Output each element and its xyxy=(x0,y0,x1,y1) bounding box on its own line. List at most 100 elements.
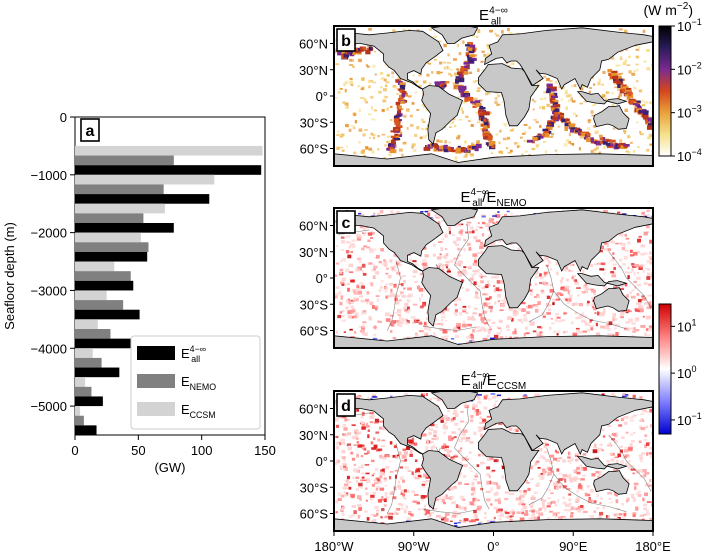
continent-eurasia xyxy=(484,27,653,90)
field-cell xyxy=(552,302,555,306)
field-cell xyxy=(490,152,494,155)
field-cell xyxy=(462,429,468,433)
ridge-cell xyxy=(560,116,564,119)
field-cell xyxy=(335,286,340,289)
field-cell xyxy=(452,416,456,420)
field-cell xyxy=(453,436,457,439)
field-cell xyxy=(491,469,496,472)
field-cell xyxy=(383,498,387,503)
field-cell xyxy=(363,448,367,451)
field-cell-blue xyxy=(489,520,495,523)
field-cell xyxy=(640,458,643,463)
field-cell xyxy=(446,65,449,70)
ridge-cell xyxy=(618,75,622,80)
field-cell xyxy=(623,415,629,420)
field-cell xyxy=(647,283,653,287)
field-cell xyxy=(582,510,588,514)
field-cell xyxy=(357,84,360,88)
y-tick-label-2: −2000 xyxy=(30,226,67,241)
field-cell xyxy=(447,67,450,70)
field-cell xyxy=(472,312,477,315)
field-cell xyxy=(605,91,610,94)
field-cell xyxy=(642,270,645,273)
field-cell xyxy=(557,295,560,299)
field-cell xyxy=(543,442,549,445)
field-cell xyxy=(422,480,427,483)
field-cell xyxy=(642,474,647,478)
field-cell xyxy=(601,83,604,86)
field-cell xyxy=(646,48,650,52)
field-cell xyxy=(461,456,467,461)
field-cell xyxy=(457,449,462,453)
ridge-cell xyxy=(643,111,649,117)
field-cell xyxy=(362,479,367,482)
field-cell xyxy=(352,299,356,301)
field-cell xyxy=(389,321,394,325)
field-cell xyxy=(528,126,531,130)
field-cell xyxy=(447,274,453,277)
ridge-cell xyxy=(393,130,400,133)
field-cell xyxy=(384,84,388,87)
field-cell xyxy=(350,451,353,455)
field-cell xyxy=(373,514,378,517)
field-cell xyxy=(454,413,459,417)
field-cell xyxy=(495,133,499,136)
field-cell xyxy=(471,337,474,341)
field-cell xyxy=(362,321,367,324)
field-cell xyxy=(454,262,459,267)
field-cell xyxy=(483,328,487,332)
field-cell xyxy=(471,318,476,321)
field-cell xyxy=(341,257,347,262)
ridge-cell xyxy=(459,85,467,91)
field-cell xyxy=(582,474,586,477)
field-cell xyxy=(458,118,463,121)
field-cell xyxy=(477,29,481,34)
field-cell xyxy=(361,332,365,335)
field-cell xyxy=(341,449,346,454)
field-cell xyxy=(596,450,600,453)
field-cell xyxy=(403,114,407,118)
field-cell xyxy=(490,241,496,246)
field-cell xyxy=(452,118,456,121)
field-cell xyxy=(644,101,649,104)
field-cell xyxy=(358,507,362,511)
field-cell xyxy=(366,450,370,454)
field-cell xyxy=(475,228,479,231)
field-cell xyxy=(564,287,570,292)
field-cell xyxy=(344,480,349,482)
field-cell xyxy=(628,55,631,59)
field-cell xyxy=(535,304,539,308)
field-cell xyxy=(638,469,644,473)
field-cell xyxy=(633,280,637,284)
field-cell xyxy=(441,315,446,319)
field-cell xyxy=(623,327,629,331)
field-cell xyxy=(533,516,538,521)
field-cell xyxy=(357,235,363,239)
field-cell xyxy=(394,86,398,89)
field-cell xyxy=(384,144,387,147)
field-cell xyxy=(457,260,463,265)
field-cell xyxy=(638,308,644,313)
field-cell xyxy=(529,289,533,292)
field-cell xyxy=(444,306,447,311)
field-cell xyxy=(354,120,358,124)
field-cell xyxy=(356,236,362,241)
field-cell xyxy=(366,45,371,47)
field-cell xyxy=(425,511,430,515)
field-cell xyxy=(529,283,532,286)
field-cell xyxy=(442,256,446,258)
field-cell xyxy=(381,508,385,512)
field-cell xyxy=(361,444,365,447)
field-cell xyxy=(561,86,565,90)
field-cell xyxy=(619,258,623,262)
ridge-cell xyxy=(642,110,649,113)
field-cell xyxy=(487,234,491,238)
field-cell xyxy=(339,465,342,468)
field-cell xyxy=(535,144,539,147)
field-cell xyxy=(644,282,649,285)
ridge-cell xyxy=(623,86,629,91)
field-cell xyxy=(462,101,467,104)
ridge-cell xyxy=(602,140,608,145)
lon-tick-label: 180°E xyxy=(635,539,671,554)
field-cell-blue xyxy=(469,340,473,342)
